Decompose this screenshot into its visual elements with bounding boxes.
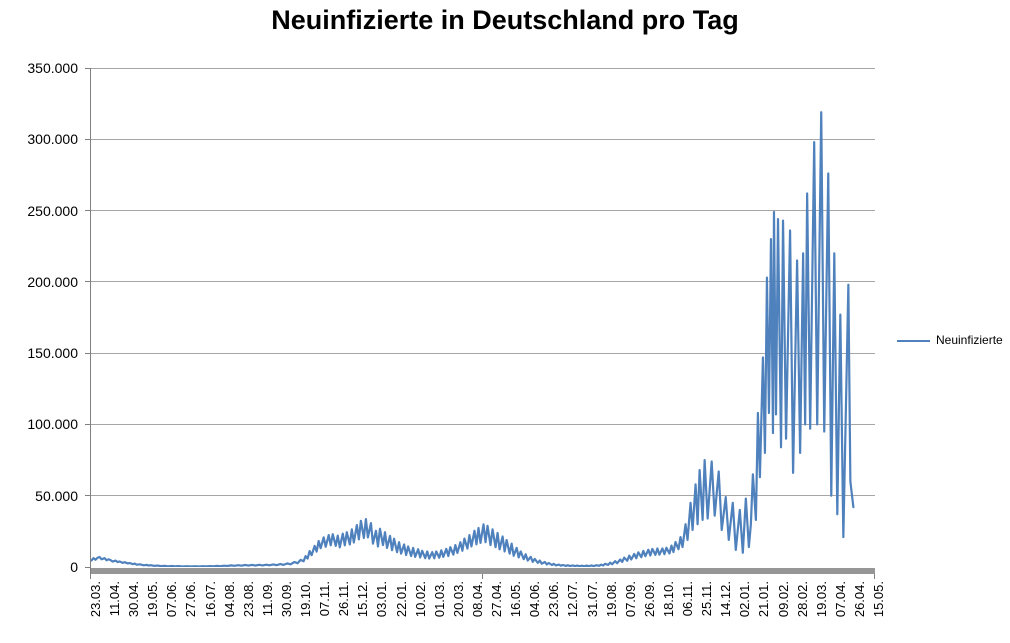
legend-line-swatch-icon [897, 340, 930, 342]
x-axis-tick-end [874, 574, 875, 579]
x-axis-tick-label: 30.09. [278, 581, 294, 618]
x-axis-tick-label: 06.11. [680, 581, 696, 617]
x-axis-tick-label: 07.11. [317, 581, 333, 617]
x-axis-tick-label: 11.09. [259, 581, 275, 617]
x-axis-tick-label: 30.04. [126, 581, 142, 618]
x-axis-tick-label: 19.03. [813, 581, 829, 618]
y-axis-tick-label: 50.000 [35, 487, 78, 504]
gridline [91, 210, 875, 212]
y-axis-tick [85, 210, 91, 212]
x-axis-tick-label: 02.01. [737, 581, 753, 618]
x-axis-tick-label: 15.05. [870, 581, 886, 618]
x-axis-tick-label: 19.10. [298, 581, 314, 618]
x-axis-tick-label: 01.03. [431, 581, 447, 618]
x-axis-tick-label: 12.07. [565, 581, 581, 618]
gridline [91, 138, 875, 140]
x-axis-tick-label: 09.02. [775, 581, 791, 618]
x-axis-tick-label: 04.08. [221, 581, 237, 618]
y-axis-tick [85, 352, 91, 354]
x-axis-tick-label: 14.12. [718, 581, 734, 618]
x-axis-tick-label: 19.08. [603, 581, 619, 618]
x-axis-tick-label: 23.08. [240, 581, 256, 618]
x-axis-tick-label: 07.04. [832, 581, 848, 618]
x-axis-tick-label: 04.06. [527, 581, 543, 618]
x-axis-tick-label: 16.05. [508, 581, 524, 618]
x-axis-tick-label: 25.11. [699, 581, 715, 617]
y-axis-tick [85, 566, 91, 568]
x-axis-tick-label: 26.09. [641, 581, 657, 618]
x-axis-tick-label: 23.03. [88, 581, 103, 618]
y-axis-tick [85, 138, 91, 140]
x-axis-tick-start [90, 574, 91, 579]
gridline [91, 67, 875, 69]
x-axis-tick-label: 10.02. [412, 581, 428, 618]
x-axis-tick-middle [482, 574, 483, 579]
x-axis-tick-label: 18.10. [660, 581, 676, 618]
y-axis-tick-label: 300.000 [27, 131, 78, 148]
neuinfizierte-series-line [91, 111, 855, 567]
y-axis-tick [85, 423, 91, 425]
gridline [91, 281, 875, 283]
x-axis-tick-label: 08.04. [469, 581, 485, 618]
x-axis-tick-label: 20.03. [450, 581, 466, 618]
y-axis-tick-label: 250.000 [27, 202, 78, 219]
chart-title: Neuinfizierte in Deutschland pro Tag [271, 5, 739, 35]
y-axis-tick [85, 281, 91, 283]
x-axis-tick-label: 26.11. [336, 581, 352, 617]
x-axis-tick-label: 22.01. [393, 581, 409, 618]
x-axis-tick-label: 16.07. [202, 581, 218, 618]
y-axis-tick-label: 100.000 [27, 416, 78, 433]
x-axis-tick-label: 26.04. [851, 581, 867, 618]
x-axis-tick-label: 03.01. [374, 581, 390, 618]
y-axis-tick [85, 67, 91, 69]
x-axis-tick-label: 19.05. [145, 581, 161, 618]
line-chart-plot-area [91, 111, 855, 567]
x-axis-band [91, 568, 875, 574]
x-axis-tick-label: 07.06. [164, 581, 180, 618]
y-axis-tick-label: 150.000 [27, 345, 78, 362]
x-axis-tick-label: 27.06. [183, 581, 199, 618]
x-axis-tick-label: 27.04. [489, 581, 505, 618]
x-axis-tick-label: 23.06. [546, 581, 562, 618]
y-axis-tick [85, 495, 91, 497]
x-axis-tick-label: 15.12. [355, 581, 371, 618]
legend-label: Neuinfizierte [936, 333, 1003, 347]
y-axis-tick-label: 0 [70, 559, 78, 575]
x-axis-tick-label: 11.04. [107, 581, 123, 617]
legend: Neuinfizierte [897, 331, 1007, 351]
y-axis-line [90, 68, 91, 575]
x-axis-tick-label: 31.07. [584, 581, 600, 618]
x-axis-tick-label: 28.02. [794, 581, 810, 618]
y-axis-tick-label: 350.000 [27, 60, 78, 76]
gridline [91, 423, 875, 425]
x-axis-tick-label: 21.01. [756, 581, 772, 618]
y-axis-tick-label: 200.000 [27, 273, 78, 290]
gridline [91, 352, 875, 354]
x-axis-tick-label: 07.09. [622, 581, 638, 618]
gridline [91, 495, 875, 497]
